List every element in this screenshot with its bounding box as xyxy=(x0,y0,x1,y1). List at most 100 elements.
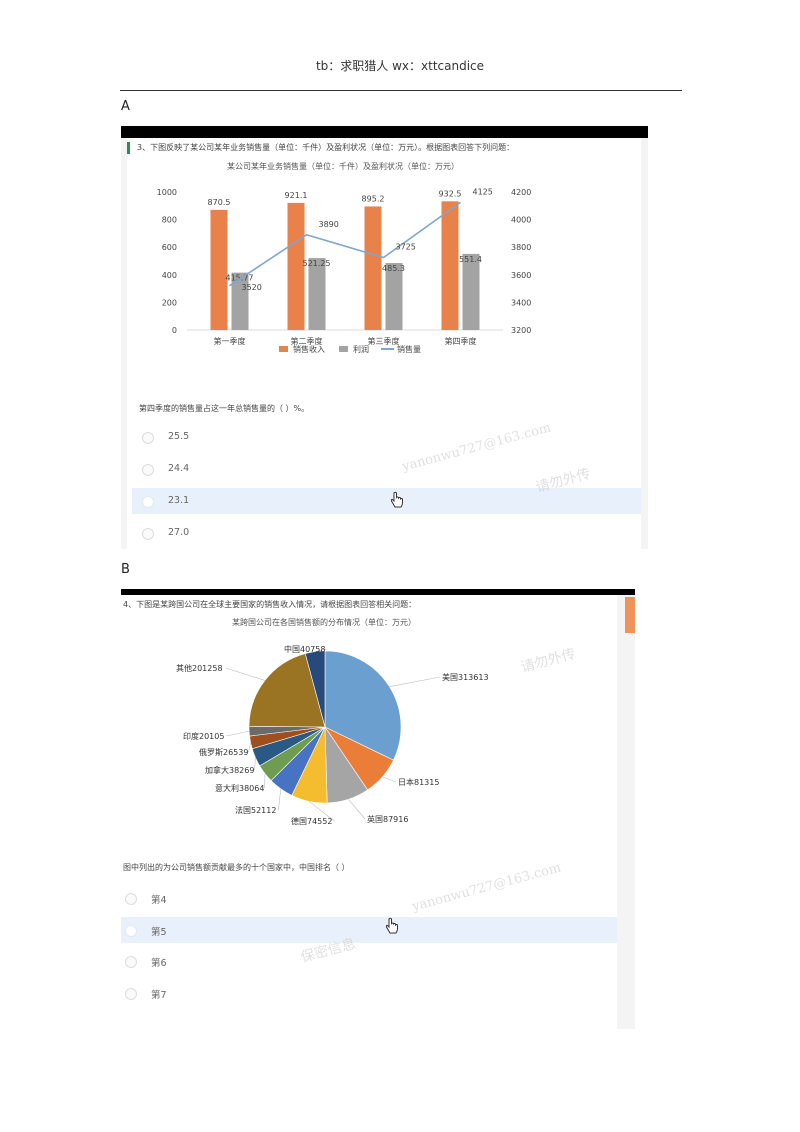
legend-label: 销售收入 xyxy=(293,344,325,354)
radio-icon[interactable] xyxy=(142,432,154,444)
series-line-volume xyxy=(229,201,461,287)
option-b-3[interactable]: 第6 xyxy=(121,948,617,974)
line-group: 3520 3890 3725 4125 xyxy=(229,187,493,292)
bar-profit xyxy=(385,263,403,330)
radio-icon[interactable] xyxy=(125,956,137,968)
bar-sales-label: 932.5 xyxy=(439,189,462,198)
y-right-tick-label: 3400 xyxy=(511,298,531,307)
pie-label: 英国87916 xyxy=(367,814,408,824)
y-right-tick-label: 3800 xyxy=(511,243,531,252)
y-left-tick-label: 600 xyxy=(162,243,177,252)
bar-line-chart: 某公司某年业务销售量（单位：千件）及盈利状况（单位：万元） 0 200 400 600… xyxy=(157,161,532,354)
radio-icon[interactable] xyxy=(125,988,137,1000)
pie-label: 法国52112 xyxy=(235,805,276,815)
x-tick-label: 第一季度 xyxy=(214,336,246,346)
option-a-4[interactable]: 27.0 xyxy=(132,520,641,546)
legend-label: 销售量 xyxy=(397,344,421,354)
bar-sales xyxy=(441,201,459,330)
radio-icon[interactable] xyxy=(142,528,154,540)
legend-label: 利润 xyxy=(353,344,369,354)
sub-question-b: 图中列出的为公司销售额贡献最多的十个国家中，中国排名（ ） xyxy=(123,863,350,872)
header-divider xyxy=(120,90,682,91)
bar-profit xyxy=(462,253,480,330)
legend-swatch xyxy=(339,346,348,352)
line-point-label: 3520 xyxy=(242,283,262,292)
y-right-tick-label: 4000 xyxy=(511,216,531,225)
x-tick-label: 第三季度 xyxy=(368,336,400,346)
question-text-a: 3、下图反映了某公司某年业务销售量（单位：千件）及盈利状况（单位：万元）。根据图… xyxy=(137,143,515,152)
bar-profit xyxy=(231,272,249,330)
pie-leader-line xyxy=(248,742,251,753)
y-left-tick-label: 0 xyxy=(172,326,177,335)
pie-leader-line xyxy=(278,788,282,811)
page-header: tb：求职猎人 wx：xttcandice xyxy=(315,59,485,73)
scrollbar-thumb[interactable] xyxy=(625,597,635,633)
bar-profit-label: 485.3 xyxy=(382,264,405,273)
option-a-2[interactable]: 24.4 xyxy=(132,456,641,482)
bar-sales-label: 895.2 xyxy=(362,194,385,203)
x-tick-label: 第四季度 xyxy=(445,336,477,346)
pie-label: 中国40758 xyxy=(284,644,325,654)
question-card-b: 4、下图是某跨国公司在全球主要国家的销售收入情况，请根据图表回答相关问题： 某跨… xyxy=(121,595,617,852)
pie-label: 德国74552 xyxy=(291,816,332,826)
sub-question-a: 第四季度的销售量占这一年总销售量的（ ）%。 xyxy=(139,404,310,413)
pie-leader-line xyxy=(389,676,441,687)
pie-leader-line xyxy=(348,799,366,820)
pie-chart: 某跨国公司在各国销售额的分布情况（单位：万元） 美国313613 日本81315 英… xyxy=(176,617,489,826)
pie-label: 美国313613 xyxy=(442,672,489,682)
bars-group: 870.5 415.77 921.1 521.25 895.2 485.3 932.5 551… xyxy=(208,189,482,330)
y-axis-right: 3200 3400 3600 3800 4000 4200 xyxy=(511,188,531,335)
y-right-tick-label: 4200 xyxy=(511,188,531,197)
x-tick-label: 第二季度 xyxy=(291,336,323,346)
chart-legend: 销售收入 利润 销售量 xyxy=(279,344,421,354)
hand-cursor-icon xyxy=(385,917,398,934)
y-left-tick-label: 1000 xyxy=(157,188,177,197)
answer-card-b: 图中列出的为公司销售额贡献最多的十个国家中，中国排名（ ） 第4 第5 第6 第… xyxy=(121,852,617,1029)
section-b-label: B xyxy=(121,562,130,577)
bar-profit-label: 551.4 xyxy=(459,255,482,264)
bar-profit-label: 415.77 xyxy=(226,274,254,283)
option-b-2-selected[interactable]: 第5 xyxy=(121,917,617,943)
line-point-label: 4125 xyxy=(473,187,493,196)
pie-leader-line xyxy=(226,730,250,737)
pie-leader-line xyxy=(225,667,266,681)
pie-slices xyxy=(248,650,402,804)
option-a-1[interactable]: 25.5 xyxy=(132,424,641,450)
y-left-tick-label: 200 xyxy=(162,298,177,307)
y-right-tick-label: 3600 xyxy=(511,271,531,280)
pie-labels: 美国313613 日本81315 英国87916 德国74552 法国52112 意大利3… xyxy=(176,644,489,826)
option-a-3-selected[interactable]: 23.1 xyxy=(132,488,641,514)
x-axis-categories: 第一季度 第二季度 第三季度 第四季度 xyxy=(214,336,477,346)
bar-sales-label: 921.1 xyxy=(285,191,308,200)
pie-leader-line xyxy=(254,757,256,771)
pie-slice xyxy=(248,653,326,728)
bar-sales-label: 870.5 xyxy=(208,198,231,207)
chart-title: 某跨国公司在各国销售额的分布情况（单位：万元） xyxy=(232,617,416,627)
top-black-bar xyxy=(121,589,635,595)
radio-icon[interactable] xyxy=(142,496,154,508)
line-point-label: 3890 xyxy=(319,220,339,229)
radio-icon[interactable] xyxy=(142,464,154,476)
pie-label: 加拿大38269 xyxy=(205,765,254,775)
y-right-tick-label: 3200 xyxy=(511,326,531,335)
pie-label: 其他201258 xyxy=(176,663,223,673)
bar-sales xyxy=(210,209,228,330)
bar-sales xyxy=(364,206,382,330)
top-black-bar xyxy=(121,126,648,138)
pie-leader-line xyxy=(314,648,328,652)
hand-cursor-icon xyxy=(390,491,403,508)
pie-label: 意大利38064 xyxy=(215,783,264,793)
radio-icon[interactable] xyxy=(125,893,137,905)
bar-profit xyxy=(308,258,326,330)
option-b-1[interactable]: 第4 xyxy=(121,885,617,911)
question-card-a: 3、下图反映了某公司某年业务销售量（单位：千件）及盈利状况（单位：万元）。根据图… xyxy=(127,138,641,391)
pie-label: 俄罗斯26539 xyxy=(199,747,248,757)
option-b-4[interactable]: 第7 xyxy=(121,980,617,1006)
screenshot-b: 4、下图是某跨国公司在全球主要国家的销售收入情况，请根据图表回答相关问题： 某跨… xyxy=(121,589,635,1029)
pie-leader-line xyxy=(382,776,397,783)
question-accent-bar xyxy=(127,142,130,154)
section-a-label: A xyxy=(121,99,130,114)
bar-sales xyxy=(287,202,305,330)
radio-icon[interactable] xyxy=(125,925,137,937)
line-point-label: 3725 xyxy=(396,243,416,252)
